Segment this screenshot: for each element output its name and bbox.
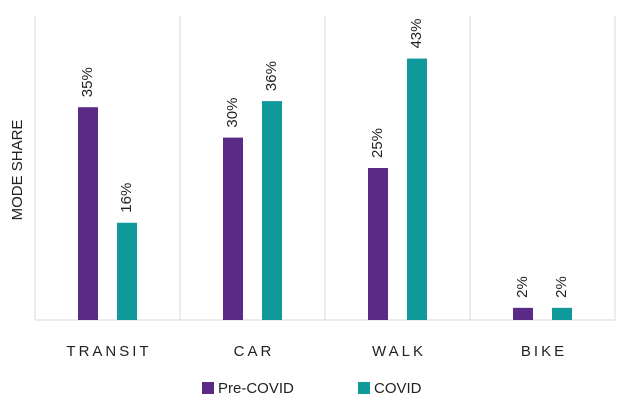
bar (262, 101, 282, 321)
x-tick-label: CAR (234, 343, 275, 360)
data-label: 35% (79, 67, 96, 97)
bar (78, 107, 98, 320)
legend-swatch (202, 382, 214, 394)
data-label: 30% (224, 98, 241, 128)
data-label: 36% (263, 61, 280, 91)
data-label: 43% (408, 19, 425, 49)
bar (407, 58, 427, 321)
bar (368, 168, 388, 320)
data-label: 25% (369, 128, 386, 158)
legend-label: Pre-COVID (218, 380, 294, 397)
x-tick-label: WALK (372, 343, 426, 360)
bar (223, 137, 243, 320)
bar (117, 222, 137, 320)
data-label: 2% (553, 276, 570, 298)
x-tick-label: BIKE (521, 343, 567, 360)
data-label: 2% (514, 276, 531, 298)
legend-label: COVID (374, 380, 422, 397)
legend-swatch (358, 382, 370, 394)
bar (552, 307, 572, 320)
bar (513, 307, 533, 320)
data-label: 16% (118, 183, 135, 213)
x-tick-label: TRANSIT (66, 343, 151, 360)
y-axis-label: MODE SHARE (9, 120, 26, 221)
